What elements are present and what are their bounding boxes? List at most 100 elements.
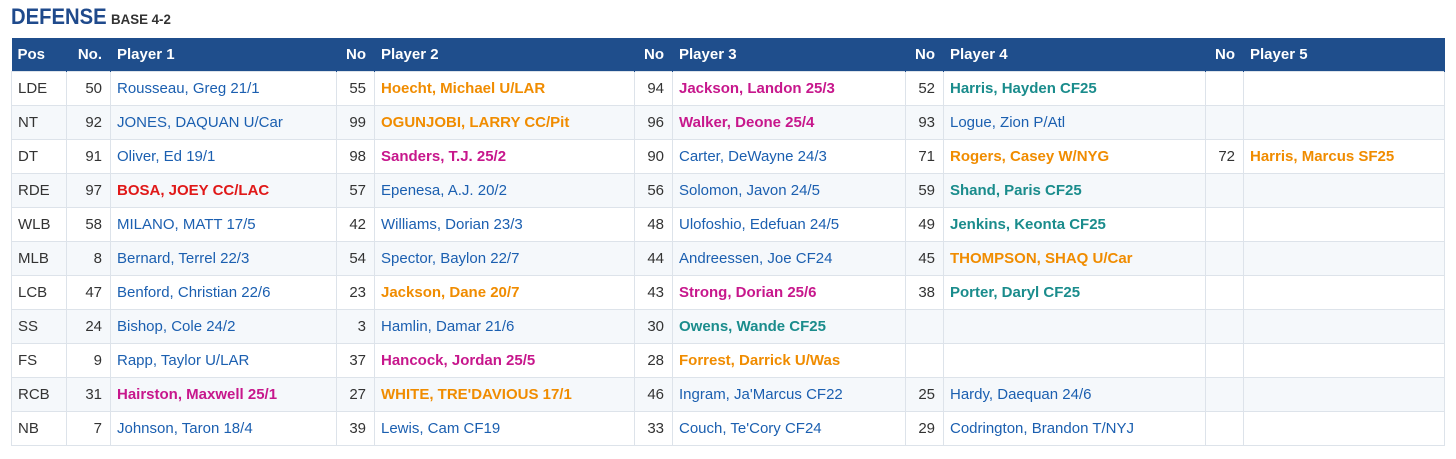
position-cell: FS [11,343,67,378]
jersey-number-cell: 39 [336,411,375,446]
jersey-number-cell [1205,241,1244,276]
player-name-cell[interactable]: Walker, Deone 25/4 [672,105,906,140]
player-name-cell[interactable]: Hancock, Jordan 25/5 [374,343,635,378]
jersey-number-cell: 30 [634,309,673,344]
player-name-cell[interactable]: Sanders, T.J. 25/2 [374,139,635,174]
position-cell: MLB [11,241,67,276]
player-name-cell[interactable]: Bishop, Cole 24/2 [110,309,337,344]
table-row: MLB 8 Bernard, Terrel 22/3 54 Spector, Baylo… [11,241,1445,276]
player-name-cell[interactable]: THOMPSON, SHAQ U/Car [943,241,1206,276]
player-name-cell[interactable]: Rogers, Casey W/NYG [943,139,1206,174]
player-name-cell[interactable]: Johnson, Taron 18/4 [110,411,337,446]
player-name-cell [1243,411,1445,446]
jersey-number-cell: 42 [336,207,375,242]
jersey-number-cell: 92 [66,105,111,140]
jersey-number-cell: 93 [905,105,944,140]
table-row: DT 91 Oliver, Ed 19/1 98 Sanders, T.J. 25/2 9… [11,139,1445,174]
player-name-cell[interactable]: Forrest, Darrick U/Was [672,343,906,378]
column-header-no5: No [1205,38,1244,72]
player-name-cell[interactable]: OGUNJOBI, LARRY CC/Pit [374,105,635,140]
jersey-number-cell: 54 [336,241,375,276]
jersey-number-cell: 57 [336,173,375,208]
player-name-cell[interactable]: Rapp, Taylor U/LAR [110,343,337,378]
position-cell: LDE [11,71,67,106]
jersey-number-cell: 23 [336,275,375,310]
position-cell: NB [11,411,67,446]
player-name-cell[interactable]: Logue, Zion P/Atl [943,105,1206,140]
player-name-cell[interactable]: Lewis, Cam CF19 [374,411,635,446]
player-name-cell [1243,309,1445,344]
player-name-cell[interactable]: Bernard, Terrel 22/3 [110,241,337,276]
jersey-number-cell: 72 [1205,139,1244,174]
column-header-pos: Pos [11,38,67,72]
player-name-cell [1243,241,1445,276]
player-name-cell[interactable]: Owens, Wande CF25 [672,309,906,344]
player-name-cell[interactable]: Oliver, Ed 19/1 [110,139,337,174]
player-name-cell[interactable]: Jackson, Dane 20/7 [374,275,635,310]
jersey-number-cell: 56 [634,173,673,208]
player-name-cell[interactable]: Epenesa, A.J. 20/2 [374,173,635,208]
player-name-cell[interactable]: Ingram, Ja'Marcus CF22 [672,377,906,412]
jersey-number-cell: 38 [905,275,944,310]
jersey-number-cell [1205,173,1244,208]
position-cell: NT [11,105,67,140]
table-row: NT 92 JONES, DAQUAN U/Car 99 OGUNJOBI, LARRY… [11,105,1445,140]
player-name-cell[interactable]: JONES, DAQUAN U/Car [110,105,337,140]
jersey-number-cell: 98 [336,139,375,174]
table-body: LDE 50 Rousseau, Greg 21/1 55 Hoecht, Michae… [11,71,1445,446]
player-name-cell[interactable]: Strong, Dorian 25/6 [672,275,906,310]
player-name-cell[interactable]: Couch, Te'Cory CF24 [672,411,906,446]
jersey-number-cell: 58 [66,207,111,242]
player-name-cell[interactable]: Hardy, Daequan 24/6 [943,377,1206,412]
player-name-cell[interactable]: Williams, Dorian 23/3 [374,207,635,242]
jersey-number-cell: 8 [66,241,111,276]
player-name-cell [943,309,1206,344]
jersey-number-cell: 7 [66,411,111,446]
jersey-number-cell: 3 [336,309,375,344]
jersey-number-cell: 29 [905,411,944,446]
player-name-cell[interactable]: Rousseau, Greg 21/1 [110,71,337,106]
column-header-player3: Player 3 [672,38,906,72]
player-name-cell[interactable]: Spector, Baylon 22/7 [374,241,635,276]
position-cell: RDE [11,173,67,208]
jersey-number-cell: 50 [66,71,111,106]
table-row: FS 9 Rapp, Taylor U/LAR 37 Hancock, Jordan 2… [11,343,1445,378]
player-name-cell[interactable]: Shand, Paris CF25 [943,173,1206,208]
player-name-cell [943,343,1206,378]
player-name-cell [1243,105,1445,140]
jersey-number-cell: 49 [905,207,944,242]
jersey-number-cell: 9 [66,343,111,378]
player-name-cell [1243,173,1445,208]
player-name-cell[interactable]: Jenkins, Keonta CF25 [943,207,1206,242]
player-name-cell[interactable]: Harris, Marcus SF25 [1243,139,1445,174]
table-row: LDE 50 Rousseau, Greg 21/1 55 Hoecht, Michae… [11,71,1445,106]
player-name-cell[interactable]: Carter, DeWayne 24/3 [672,139,906,174]
table-row: RCB 31 Hairston, Maxwell 25/1 27 WHITE, TRE'… [11,377,1445,412]
player-name-cell[interactable]: Benford, Christian 22/6 [110,275,337,310]
jersey-number-cell: 28 [634,343,673,378]
player-name-cell[interactable]: Solomon, Javon 24/5 [672,173,906,208]
jersey-number-cell: 27 [336,377,375,412]
player-name-cell[interactable]: Hoecht, Michael U/LAR [374,71,635,106]
table-row: RDE 97 BOSA, JOEY CC/LAC 57 Epenesa, A.J. 20… [11,173,1445,208]
position-cell: DT [11,139,67,174]
player-name-cell[interactable]: MILANO, MATT 17/5 [110,207,337,242]
player-name-cell[interactable]: WHITE, TRE'DAVIOUS 17/1 [374,377,635,412]
column-header-no4: No [905,38,944,72]
jersey-number-cell: 45 [905,241,944,276]
player-name-cell[interactable]: Codrington, Brandon T/NYJ [943,411,1206,446]
player-name-cell[interactable]: BOSA, JOEY CC/LAC [110,173,337,208]
player-name-cell[interactable]: Porter, Daryl CF25 [943,275,1206,310]
player-name-cell[interactable]: Harris, Hayden CF25 [943,71,1206,106]
player-name-cell[interactable]: Andreessen, Joe CF24 [672,241,906,276]
jersey-number-cell: 99 [336,105,375,140]
player-name-cell[interactable]: Jackson, Landon 25/3 [672,71,906,106]
column-header-no3: No [634,38,673,72]
jersey-number-cell: 48 [634,207,673,242]
jersey-number-cell [905,309,944,344]
player-name-cell[interactable]: Ulofoshio, Edefuan 24/5 [672,207,906,242]
player-name-cell[interactable]: Hairston, Maxwell 25/1 [110,377,337,412]
jersey-number-cell: 55 [336,71,375,106]
jersey-number-cell: 94 [634,71,673,106]
player-name-cell[interactable]: Hamlin, Damar 21/6 [374,309,635,344]
